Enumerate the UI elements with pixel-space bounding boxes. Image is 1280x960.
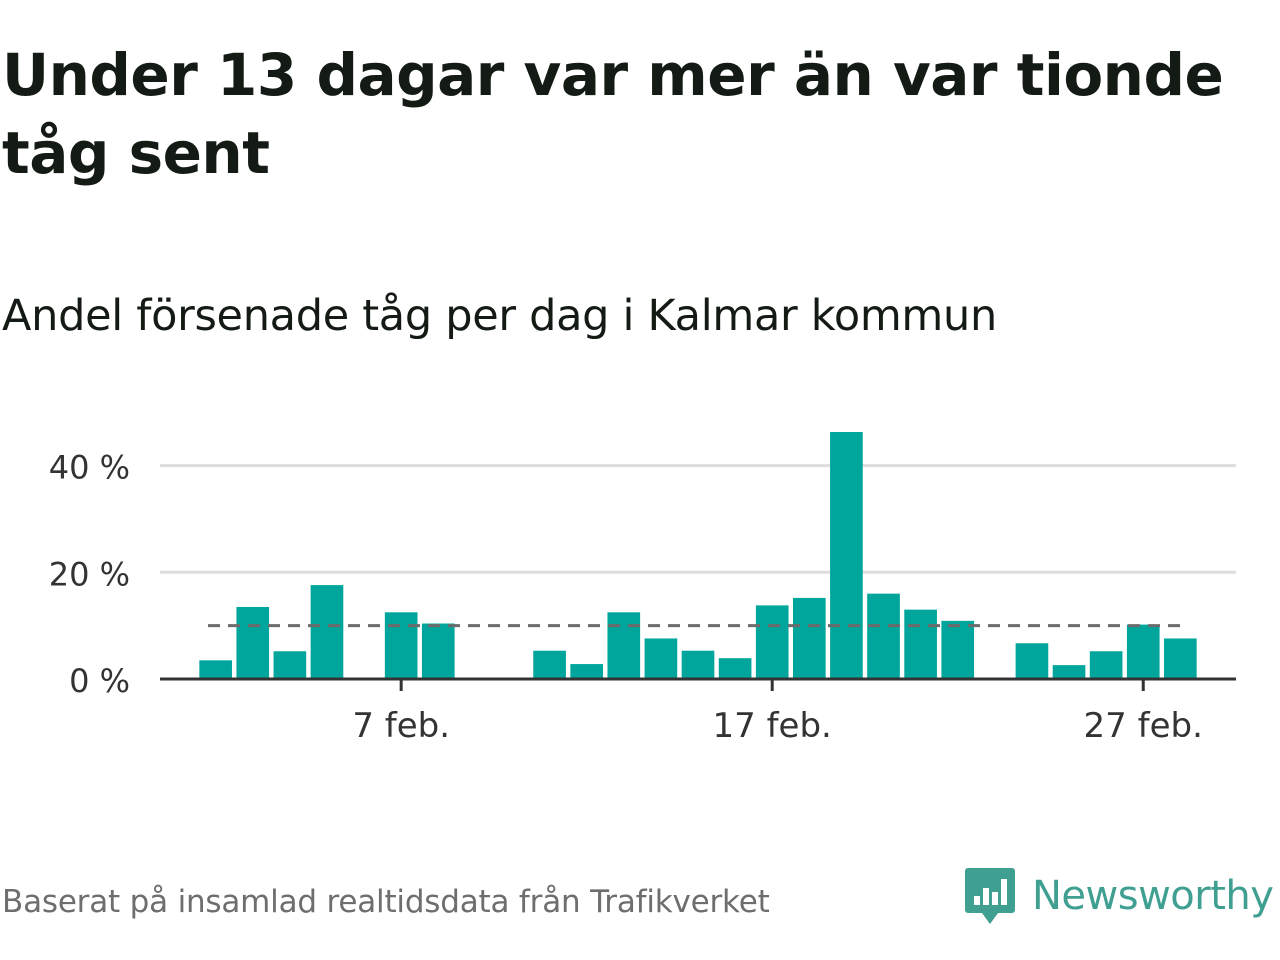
y-tick-label: 20 % [49, 555, 130, 593]
bar [941, 620, 975, 679]
newsworthy-logo-icon [965, 868, 1015, 924]
brand[interactable]: Newsworthy [964, 864, 1274, 928]
bar [904, 609, 937, 679]
bar-chart: 0 % 20 % 40 % 7 feb. 17 feb. 27 feb. [49, 432, 1236, 746]
bar [533, 650, 566, 679]
bar [830, 432, 863, 679]
bar [1052, 665, 1086, 679]
bar [1126, 624, 1160, 679]
y-tick-label: 0 % [69, 662, 130, 700]
bar [273, 651, 307, 679]
bar [421, 623, 455, 679]
bar [1164, 638, 1197, 679]
bar [644, 638, 678, 679]
bar [1089, 651, 1123, 679]
chart-subtitle: Andel försenade tåg per dag i Kalmar kom… [2, 291, 997, 341]
bars [199, 432, 1197, 679]
brand-name: Newsworthy [1032, 873, 1274, 919]
bar [755, 605, 789, 679]
bar [1015, 643, 1049, 679]
y-tick-label: 40 % [49, 449, 130, 487]
x-tick-label: 7 feb. [352, 706, 450, 746]
axes: 0 % 20 % 40 % 7 feb. 17 feb. 27 feb. [49, 449, 1236, 746]
bar [607, 612, 641, 679]
bar [718, 658, 752, 679]
grid-lines [160, 464, 1236, 574]
x-tick-label: 27 feb. [1084, 706, 1203, 746]
chart-title: Under 13 dagar var mer än var tionde tåg… [2, 41, 1224, 187]
x-tick-label: 17 feb. [713, 706, 832, 746]
bar [570, 664, 604, 679]
bar [867, 593, 900, 679]
bar [236, 606, 270, 679]
bar [384, 612, 418, 679]
bar [310, 585, 344, 679]
bar [681, 650, 715, 679]
source-note: Baserat på insamlad realtidsdata från Tr… [2, 884, 770, 920]
bar [792, 597, 826, 679]
bar [199, 660, 232, 679]
